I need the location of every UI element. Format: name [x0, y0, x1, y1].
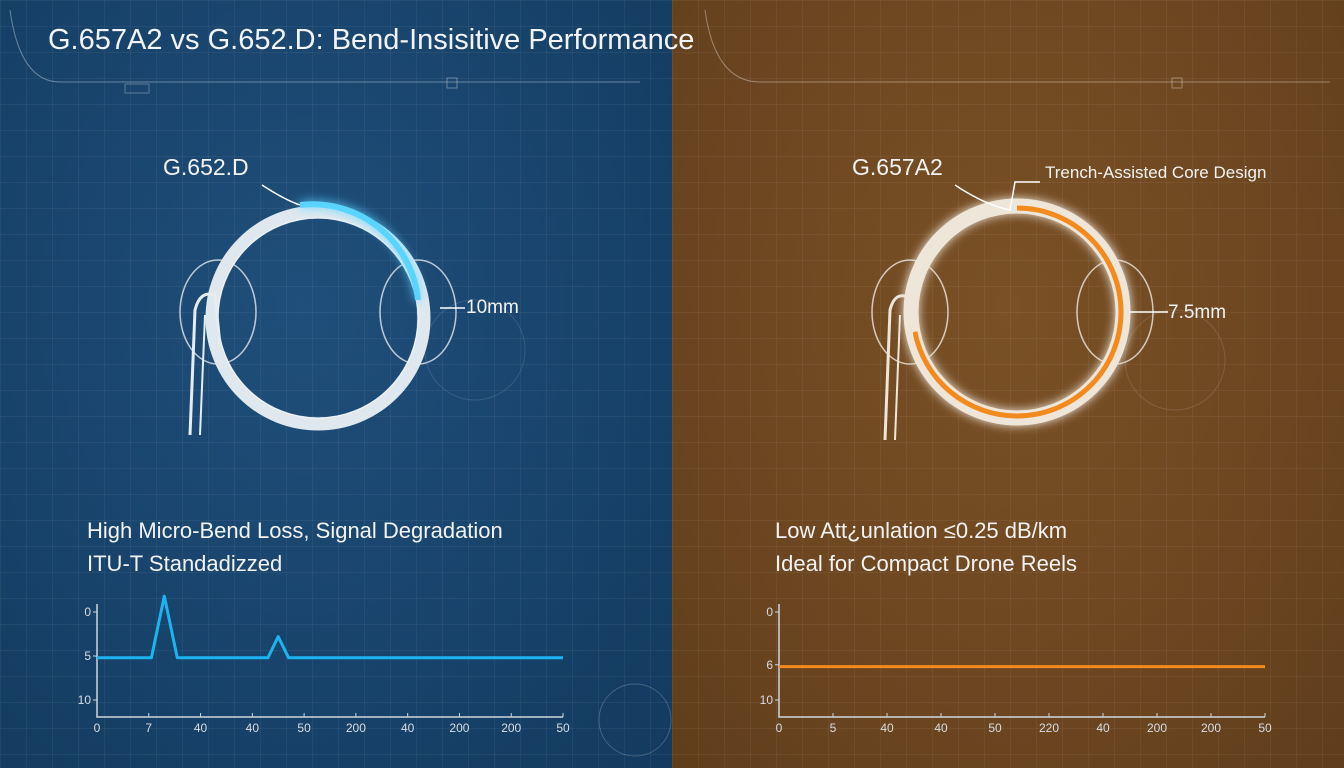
g657a2-desc-line2: Ideal for Compact Drone Reels — [775, 551, 1078, 576]
x-tick-label: 40 — [1096, 721, 1110, 735]
frame-marker — [446, 77, 458, 89]
x-tick-label: 40 — [880, 721, 894, 735]
x-tick-label: 5 — [830, 721, 837, 735]
x-tick-label: 40 — [934, 721, 948, 735]
x-tick-label: 50 — [1258, 721, 1272, 735]
x-tick-label: 0 — [94, 721, 101, 735]
g652d-desc-line1: High Micro-Bend Loss, Signal Degradation — [87, 518, 503, 543]
x-tick-label: 0 — [776, 721, 783, 735]
x-tick-label: 200 — [1147, 721, 1167, 735]
x-tick-label: 7 — [145, 721, 152, 735]
x-tick-label: 40 — [194, 721, 208, 735]
g652d-fiber-loop — [179, 184, 465, 436]
chart-axes — [778, 604, 1265, 718]
y-tick-label: 0 — [766, 605, 773, 619]
y-tick-label: 6 — [766, 658, 773, 672]
frame-line-right — [704, 9, 1330, 83]
loss-series-line — [97, 594, 563, 660]
x-tick-label: 200 — [346, 721, 366, 735]
frame-marker — [124, 83, 150, 94]
x-tick-label: 200 — [1201, 721, 1221, 735]
g652d-panel — [0, 0, 672, 768]
x-tick-label: 50 — [988, 721, 1002, 735]
x-tick-label: 200 — [501, 721, 521, 735]
g652d-bend-radius: 10mm — [466, 297, 519, 318]
y-tick-label: 10 — [760, 693, 774, 707]
x-tick-label: 40 — [401, 721, 415, 735]
g657a2-fiber-loop — [871, 181, 1168, 441]
y-tick-label: 10 — [78, 693, 92, 707]
g652d-label: G.652.D — [163, 154, 249, 180]
decor-circle — [598, 683, 672, 757]
y-tick-label: 5 — [84, 649, 91, 663]
chart-axes — [96, 604, 563, 718]
g657a2-description: Low Att¿unlation ≤0.25 dB/km Ideal for C… — [775, 514, 1077, 580]
g657a2-label: G.657A2 — [852, 154, 943, 180]
g652d-description: High Micro-Bend Loss, Signal Degradation… — [87, 514, 503, 580]
frame-marker — [1171, 77, 1183, 89]
page-title: G.657A2 vs G.652.D: Bend-Insisitive Perf… — [48, 24, 695, 56]
g657a2-desc-line1: Low Att¿unlation ≤0.25 dB/km — [775, 518, 1068, 543]
g657a2-bend-radius: 7.5mm — [1168, 302, 1227, 323]
x-tick-label: 40 — [246, 721, 260, 735]
x-tick-label: 220 — [1039, 721, 1059, 735]
decor-circle — [1124, 309, 1226, 411]
x-tick-label: 50 — [556, 721, 570, 735]
y-tick-label: 0 — [84, 605, 91, 619]
x-tick-label: 200 — [449, 721, 469, 735]
trench-design-label: Trench-Assisted Core Design — [1045, 163, 1267, 182]
x-tick-label: 50 — [297, 721, 311, 735]
frame-line-left — [9, 9, 640, 83]
g657a2-panel — [672, 0, 1344, 768]
g652d-desc-line2: ITU-T Standadizzed — [87, 551, 283, 576]
